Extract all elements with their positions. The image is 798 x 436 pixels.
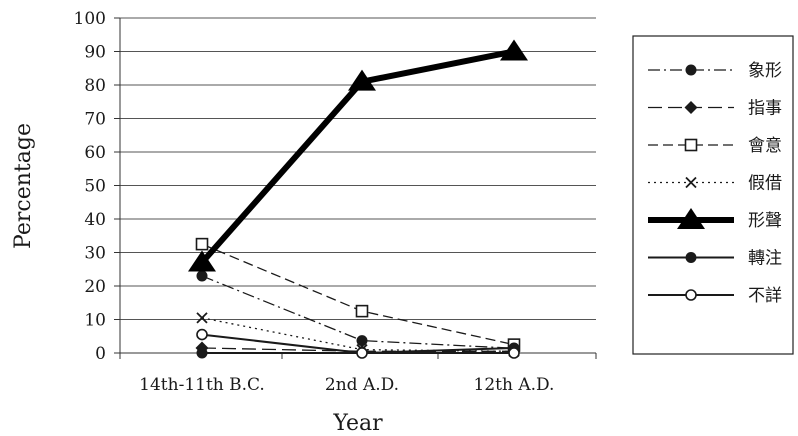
y-tick-label: 20 [84, 277, 106, 297]
legend-item: 象形 [648, 61, 782, 81]
marker-point [355, 304, 369, 318]
legend-item: 不詳 [648, 286, 782, 306]
legend-item: 形聲 [648, 208, 782, 231]
legend-label: 轉注 [748, 249, 782, 269]
marker-point [196, 270, 208, 282]
marker-point [196, 347, 208, 359]
series-line [201, 275, 515, 349]
marker-point [684, 101, 698, 114]
x-tick-label: 12th A.D. [474, 375, 555, 395]
marker-point [685, 64, 697, 76]
x-axis-title: Year [332, 411, 383, 436]
y-tick-label: 40 [84, 210, 106, 230]
series-2 [195, 237, 521, 351]
marker-point [500, 39, 528, 61]
y-tick-label: 30 [84, 244, 106, 264]
marker-point [677, 208, 705, 229]
y-tick-label: 100 [74, 9, 106, 29]
series-6 [196, 328, 520, 359]
y-tick-labels: 0 10 20 30 40 50 60 70 80 90 100 [74, 9, 106, 364]
marker-point [356, 335, 368, 347]
legend-label: 指事 [748, 99, 782, 119]
series-lines [188, 39, 528, 359]
gridlines [114, 17, 597, 359]
legend-label: 形聲 [748, 211, 782, 231]
legend-item: 假借 [648, 174, 782, 194]
marker-point [196, 328, 208, 341]
marker-point [685, 252, 697, 263]
marker-point [685, 289, 697, 301]
y-axis-title: Percentage [11, 123, 36, 249]
y-tick-label: 0 [95, 344, 106, 364]
y-tick-label: 60 [84, 143, 106, 163]
y-tick-label: 70 [84, 110, 106, 130]
y-tick-label: 90 [84, 43, 106, 63]
x-tick-label: 14th-11th B.C. [139, 375, 265, 395]
marker-point [195, 237, 209, 251]
marker-point [348, 69, 376, 91]
legend-label: 會意 [748, 136, 782, 156]
legend-label: 不詳 [748, 286, 782, 306]
series-4 [188, 39, 528, 272]
y-tick-label: 10 [84, 311, 106, 331]
marker-point [356, 347, 368, 359]
marker-point [188, 250, 216, 272]
x-tick-label: 2nd A.D. [325, 375, 399, 395]
legend-box [632, 35, 794, 355]
marker-point [685, 176, 697, 189]
legend-item: 會意 [648, 136, 782, 156]
legend-item: 指事 [648, 99, 782, 119]
y-tick-label: 50 [84, 177, 106, 197]
x-tick-labels: 14th-11th B.C. 2nd A.D. 12th A.D. [139, 375, 554, 395]
y-tick-label: 80 [84, 76, 106, 96]
legend-item: 轉注 [648, 249, 782, 269]
marker-point [196, 312, 208, 324]
marker-point [684, 138, 698, 152]
legend-label: 假借 [748, 174, 782, 194]
legend-label: 象形 [748, 61, 782, 81]
marker-point [508, 347, 520, 359]
